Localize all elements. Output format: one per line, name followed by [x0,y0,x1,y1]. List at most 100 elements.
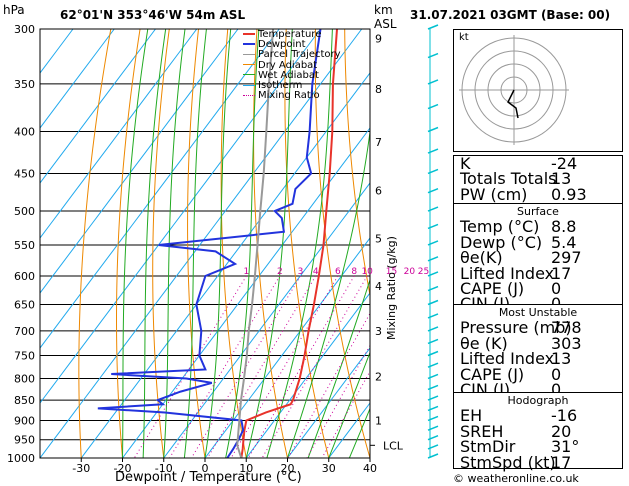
index-row: Pressure (mb) 778 [454,318,622,338]
pressure-tick-label: 850 [14,394,35,407]
hodograph-box: kt [453,29,623,152]
legend: Temperature Dewpoint Parcel Trajectory Dry … [243,29,341,101]
index-row: Lifted Index 13 [454,349,622,369]
index-row: PW (cm) 0.93 [454,186,622,202]
legend-swatch [243,94,255,96]
index-value: 13 [551,349,572,369]
dry-adiabat-line [152,29,170,458]
legend-swatch [243,84,255,86]
mixing-ratio-tick-label: 10 [361,267,373,277]
location-label: 62°01'N 353°46'W 54m ASL [60,8,246,22]
indices-box: K -24 Totals Totals 13 PW (cm) 0.93 [453,155,623,205]
wind-barb [427,326,439,332]
index-label: StmSpd (kt) [460,452,556,472]
legend-swatch [243,74,255,76]
mixing-ratio-line [306,344,370,458]
altitude-km-label: 6 [375,184,382,197]
legend-label: Dry Adiabat [258,59,318,71]
altitude-km-label: 7 [375,136,382,149]
lcl-label: LCL [383,439,404,452]
index-row: K -24 [454,154,622,173]
isotherm-line [40,29,363,458]
wind-barb [427,24,439,30]
mixing-ratio-tick-label: 15 [386,267,397,277]
index-row: StmSpd (kt) 17 [454,452,622,472]
isotherm-line [40,29,280,349]
index-label: θe(K) [460,248,503,268]
wind-barb [427,256,439,262]
surface-title: Surface [517,205,559,218]
wet-adiabat-line [287,128,370,458]
index-value: 0 [551,379,562,399]
index-value: 778 [551,318,582,338]
wind-barb [427,206,439,212]
index-value: -16 [551,406,578,426]
wet-adiabat-line [142,29,167,458]
pressure-tick-label: 400 [14,126,35,139]
index-label: Totals Totals [460,169,557,189]
dry-adiabat-line [78,29,112,458]
legend-item: Dewpoint [243,40,341,50]
index-label: Lifted Index [460,263,555,283]
index-label: Lifted Index [460,349,555,369]
index-label: K [460,154,471,173]
legend-item: Mixing Ratio [243,91,341,101]
wind-barb [427,188,439,194]
index-row: StmDir 31° [454,438,622,454]
legend-label: Temperature [258,29,322,40]
x-tick-label: -10 [155,462,173,475]
isotherm-line [163,182,370,458]
wind-barb [427,395,439,401]
index-value: 0 [551,364,562,384]
index-label: EH [460,406,483,426]
index-label: θe (K) [460,333,508,353]
x-tick-label: 30 [322,462,336,475]
isotherm-line [328,402,370,458]
legend-label: Wet Adiabat [258,69,319,81]
most-unstable-box: Most Unstable Pressure (mb) 778 θe (K) 303 L… [453,304,623,399]
hodograph-plot [459,35,569,145]
pressure-tick-label: 700 [14,325,35,338]
wet-adiabat-line [348,407,370,458]
wet-adiabat-line [183,29,207,458]
wind-barb [427,384,439,391]
pressure-tick-label: 900 [14,414,35,427]
parcel-trajectory-line [236,29,275,458]
index-label: Pressure (mb) [460,318,572,338]
website-credit: © weatheronline.co.uk [453,472,579,485]
wind-barb [427,444,439,450]
wind-barb [427,240,439,246]
wind-barb [427,223,439,230]
pressure-unit-label: hPa [3,3,25,17]
index-value: 20 [551,421,572,441]
wind-barb [427,435,439,441]
x-axis-title: Dewpoint / Temperature (°C) [115,470,302,485]
wind-barb [427,453,439,459]
altitude-km-label: 8 [375,83,382,96]
hodograph-trace [507,89,519,119]
dewpoint-line [97,29,322,458]
wind-barb [427,299,439,306]
x-tick-label: 40 [363,462,377,475]
legend-item: Parcel Trajectory [243,50,341,60]
pressure-tick-label: 450 [14,167,35,180]
altitude-km-label: 4 [375,280,382,293]
legend-label: Isotherm [258,80,303,92]
index-row: Dewp (°C) 5.4 [454,234,622,250]
wind-barb [427,362,439,368]
hodograph-title: Hodograph [507,394,569,407]
index-value: 303 [551,333,582,353]
x-tick-label: -20 [114,462,132,475]
mixing-ratio-tick-label: 3 [298,267,304,277]
wind-barb [427,79,439,85]
index-row: θe(K) 297 [454,248,622,268]
legend-item: Dry Adiabat [243,59,341,71]
index-row: CAPE (J) 0 [454,280,622,296]
mixing-ratio-tick-label: 8 [351,267,357,277]
index-value: -24 [551,154,578,173]
index-value: 17 [551,452,572,472]
index-label: Temp (°C) [460,217,540,237]
mixing-ratio-tick-label: 20 [404,267,416,277]
dry-adiabat-line [314,29,370,458]
index-row: Temp (°C) 8.8 [454,217,622,237]
